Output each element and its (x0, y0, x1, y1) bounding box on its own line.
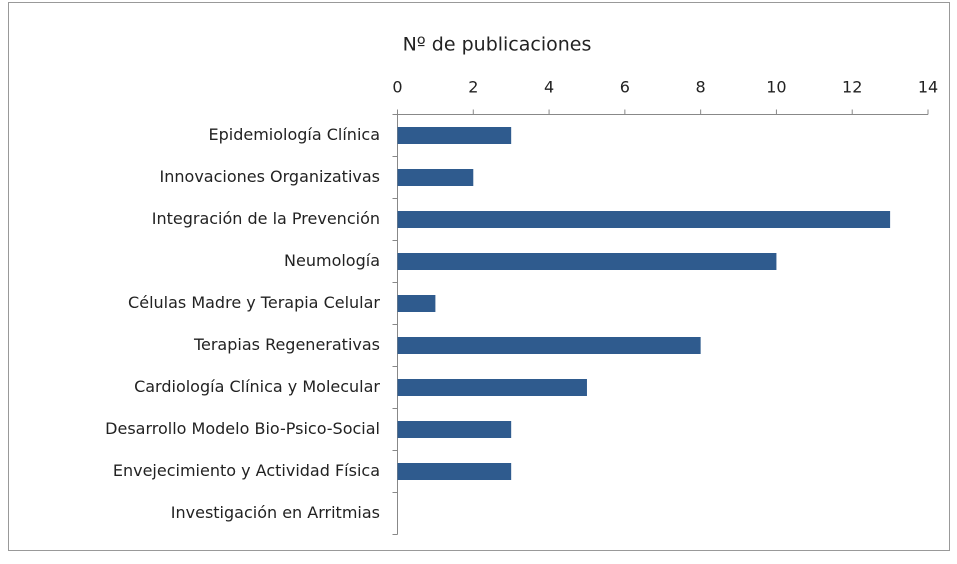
x-tick-label: 4 (544, 78, 554, 97)
x-tick-label: 10 (766, 78, 786, 97)
y-tick-label: Terapias Regenerativas (193, 335, 380, 354)
chart-title: Nº de publicaciones (403, 34, 592, 56)
y-tick-label: Neumología (284, 251, 380, 270)
y-tick-label: Integración de la Prevención (152, 209, 380, 228)
bar (397, 253, 777, 270)
chart-border (8, 2, 950, 551)
y-tick-label: Desarrollo Modelo Bio-Psico-Social (105, 419, 380, 438)
bar (397, 211, 891, 228)
bar (397, 127, 512, 144)
x-tick-label: 14 (918, 78, 938, 97)
bar (397, 337, 701, 354)
x-tick-label: 8 (696, 78, 706, 97)
y-tick-label: Cardiología Clínica y Molecular (134, 377, 380, 396)
x-tick-label: 6 (620, 78, 630, 97)
bar (397, 421, 512, 438)
y-tick-label: Investigación en Arritmias (171, 503, 380, 522)
y-tick-label: Envejecimiento y Actividad Física (113, 461, 380, 480)
bar (397, 463, 512, 480)
y-tick-label: Innovaciones Organizativas (160, 167, 380, 186)
x-tick-label: 0 (392, 78, 402, 97)
x-tick-label: 2 (468, 78, 478, 97)
bar (397, 379, 587, 396)
bar (397, 295, 436, 312)
x-tick-label: 12 (842, 78, 862, 97)
y-tick-label: Células Madre y Terapia Celular (128, 293, 380, 312)
y-tick-label: Epidemiología Clínica (208, 125, 380, 144)
bar (397, 169, 474, 186)
